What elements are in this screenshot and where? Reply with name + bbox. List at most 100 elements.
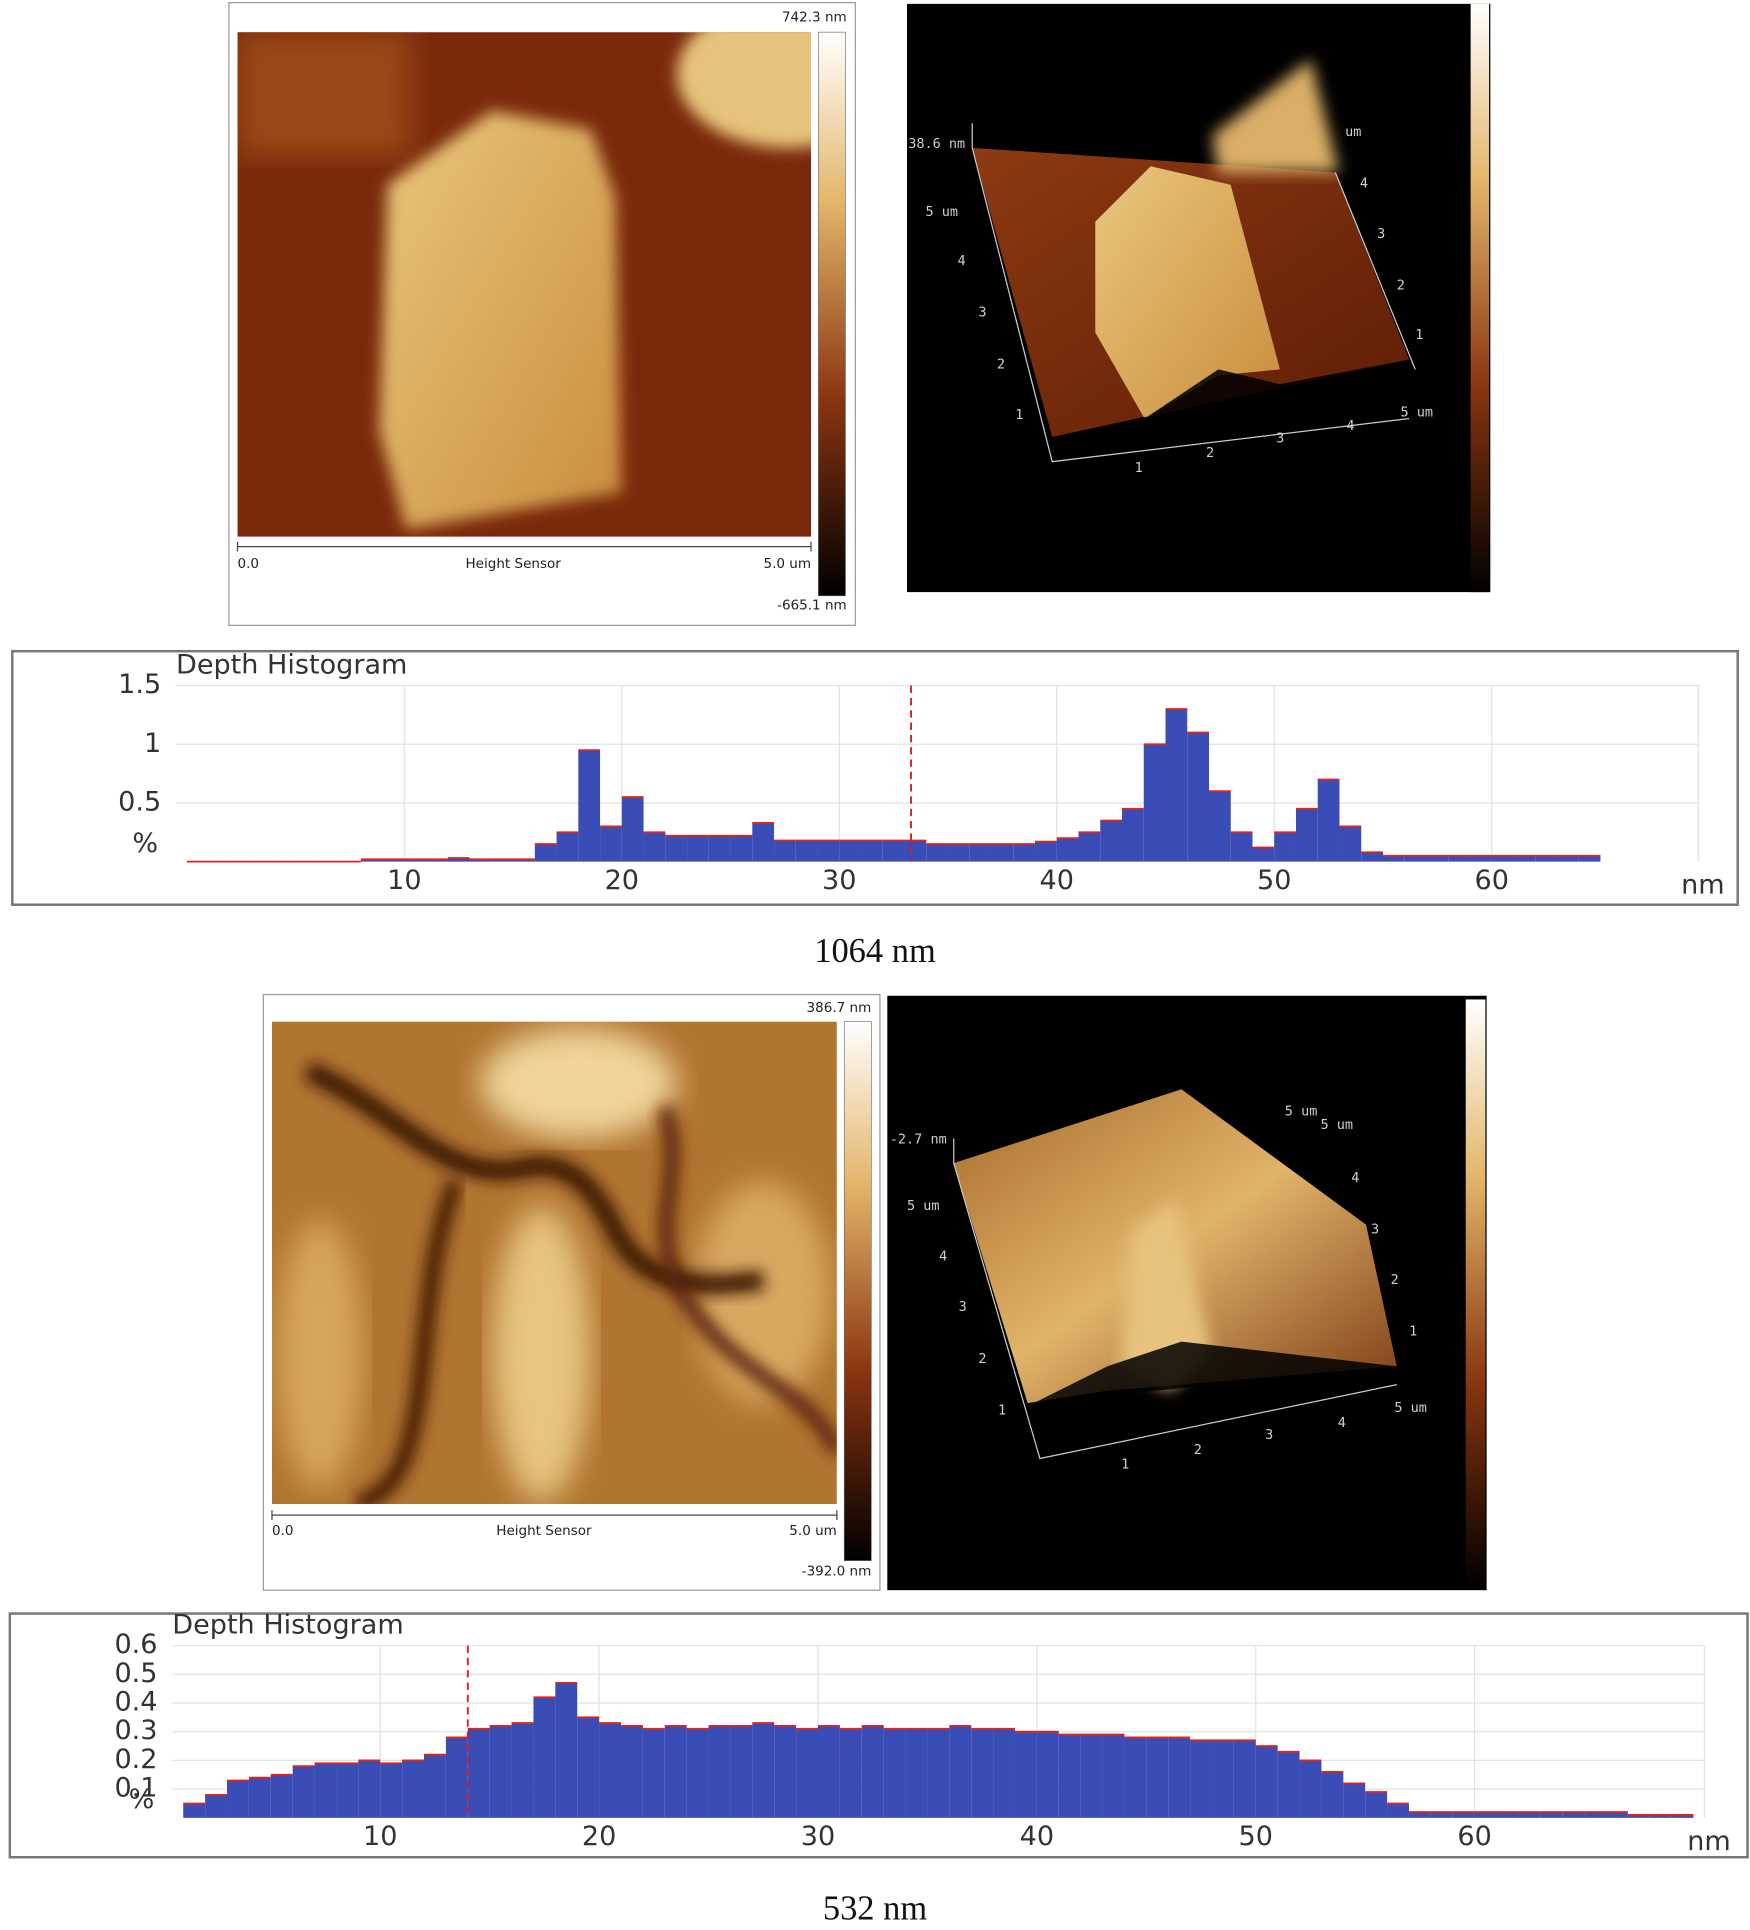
x-tick-label: 50 [1257, 865, 1291, 896]
bar [861, 1725, 884, 1818]
axis-3d-label: 5 um [1400, 404, 1433, 420]
axis-3d-label: 2 [1194, 1442, 1202, 1458]
y-tick-label: 0.1 [114, 1773, 157, 1804]
bar [1190, 1740, 1212, 1818]
x-tick-label: 20 [582, 1821, 616, 1852]
x-tick-label: 40 [1040, 865, 1074, 896]
x-end: 5.0 um [789, 1523, 837, 1539]
x-axis-label: nm [1681, 870, 1725, 901]
bar [817, 840, 840, 862]
bar [948, 844, 970, 862]
bar [1321, 1771, 1344, 1818]
bar [1252, 847, 1275, 862]
bar [1013, 844, 1036, 862]
bar [1277, 1751, 1300, 1818]
bar [380, 1763, 403, 1818]
bar [467, 1728, 490, 1818]
bar [795, 840, 818, 862]
chart-title: Depth Histogram [172, 1609, 403, 1640]
bar [1556, 855, 1579, 862]
bar [1540, 1812, 1563, 1818]
x-tick-label: 10 [363, 1821, 397, 1852]
bar [270, 1774, 293, 1818]
axis-3d-label: 4 [1351, 1170, 1359, 1186]
bar [708, 1725, 731, 1818]
bar [1518, 1812, 1541, 1818]
bar [1146, 1737, 1169, 1818]
bar [533, 1697, 556, 1818]
map-3d [906, 3, 1491, 593]
bar [1058, 1734, 1081, 1818]
bar [1208, 791, 1231, 862]
bar [1426, 855, 1449, 862]
bar [927, 1728, 950, 1818]
bar [1343, 1783, 1366, 1818]
axis-3d-label: 5 um [925, 204, 958, 220]
bar [1408, 1812, 1431, 1818]
x-tick-label: 50 [1239, 1821, 1273, 1852]
axis-3d-label: 5 um [1394, 1400, 1427, 1416]
axis-3d-label: 3 [1276, 430, 1284, 446]
bar [1100, 820, 1123, 862]
bar [1605, 1812, 1628, 1818]
bar [1496, 1812, 1519, 1818]
bar [1299, 1760, 1322, 1818]
x-tick-label: 30 [822, 865, 856, 896]
scale-max: 742.3 nm [782, 9, 847, 25]
bar [1627, 1814, 1650, 1818]
axis-3d-label: 4 [957, 253, 965, 269]
bar [1036, 1731, 1059, 1818]
caption: 532 nm [823, 1889, 927, 1927]
axis-3d-label: 1 [998, 1402, 1006, 1418]
bar [1361, 852, 1383, 862]
bar [382, 859, 405, 862]
y-tick-label: 1 [144, 728, 161, 759]
bar [993, 1728, 1015, 1818]
bar [1255, 1746, 1278, 1818]
axis-3d-label: 1 [1135, 460, 1143, 476]
bar [402, 1760, 425, 1818]
bar [1649, 1814, 1672, 1818]
axis-3d-label: 1 [1121, 1457, 1129, 1473]
bar [556, 832, 579, 862]
bar [686, 1728, 709, 1818]
map-3d [887, 995, 1487, 1591]
bar [1513, 855, 1536, 862]
bar [1165, 709, 1188, 862]
bar [796, 1728, 818, 1818]
bar [555, 1682, 578, 1818]
bar [1535, 855, 1557, 862]
bar [839, 1728, 862, 1818]
bar [883, 1728, 906, 1818]
bar [643, 832, 666, 862]
bar [687, 835, 709, 862]
bar [1339, 826, 1362, 862]
bar [1056, 838, 1079, 862]
y-tick-label: 0.6 [114, 1629, 157, 1660]
bar [1448, 855, 1470, 862]
axis-3d-label: 5 um [907, 1198, 940, 1214]
y-axis-label: % [132, 828, 158, 859]
bar [426, 859, 448, 862]
bar [621, 1725, 643, 1818]
x-tick-label: 30 [801, 1821, 835, 1852]
axis-3d-label: 4 [939, 1249, 947, 1265]
axis-3d-label: 3 [1377, 226, 1385, 242]
axis-3d-label: 2 [1206, 445, 1214, 461]
bar [1317, 779, 1340, 862]
bar [227, 1780, 249, 1818]
bar [817, 1725, 840, 1818]
bar [489, 1725, 512, 1818]
axis-3d-label: um [1345, 124, 1361, 140]
bar [491, 859, 514, 862]
bar [248, 1777, 271, 1818]
bar [969, 844, 992, 862]
axis-3d-label: 5 um [1320, 1117, 1353, 1133]
bar [1102, 1734, 1125, 1818]
bar [1078, 832, 1101, 862]
bar [1474, 1812, 1497, 1818]
map-2d [228, 2, 856, 626]
bar [1233, 1740, 1256, 1818]
bar [1274, 832, 1296, 862]
bar [1387, 1803, 1409, 1818]
